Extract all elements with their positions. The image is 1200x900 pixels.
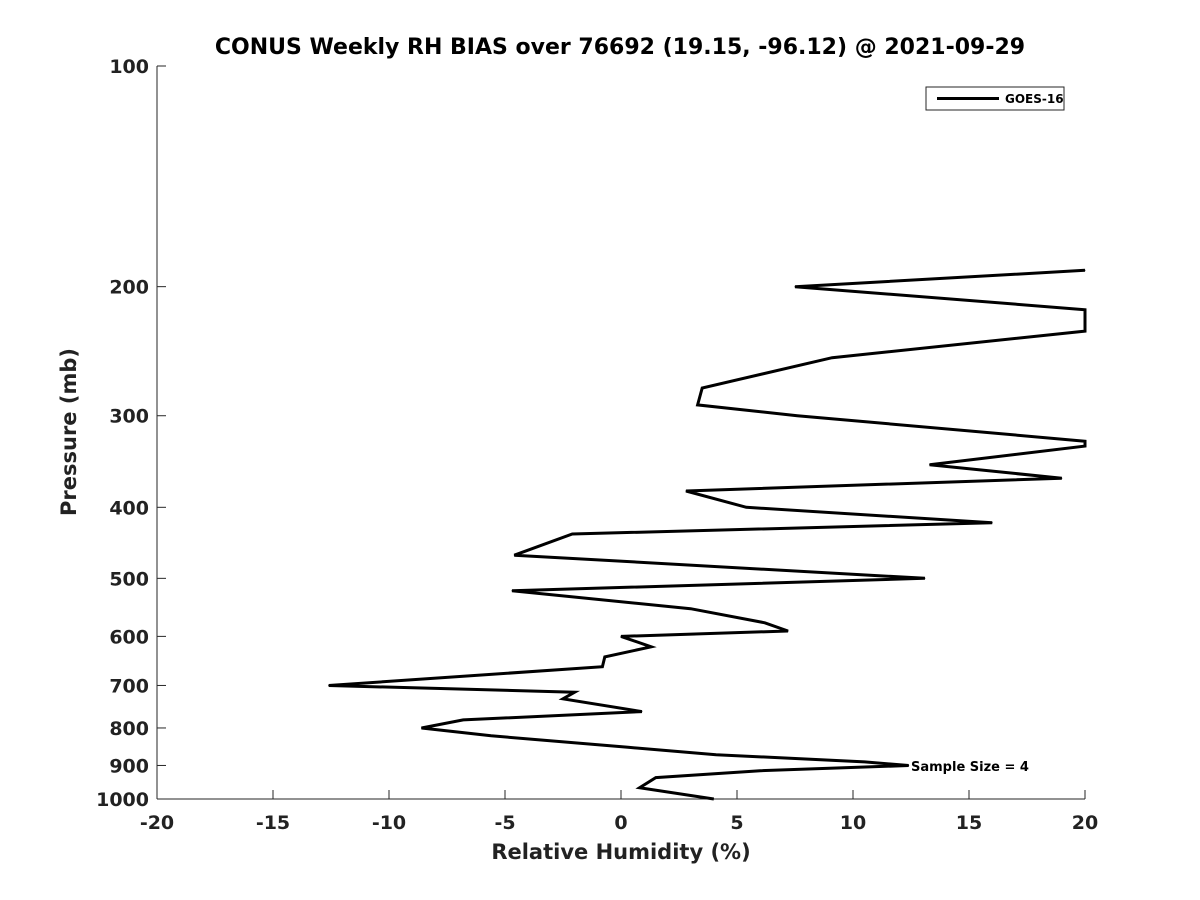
x-tick-label: 5 [730, 812, 743, 834]
data-point [639, 787, 641, 789]
y-tick-label: 500 [109, 568, 149, 590]
data-point [574, 691, 576, 693]
x-tick-label: 10 [840, 812, 866, 834]
data-point [794, 286, 796, 288]
y-tick-label: 800 [109, 718, 149, 740]
data-point [764, 622, 766, 624]
data-point [745, 506, 747, 508]
data-point [759, 770, 761, 772]
y-tick-label: 300 [109, 406, 149, 428]
data-point [864, 761, 866, 763]
data-point [1084, 445, 1086, 447]
data-point [562, 698, 564, 700]
data-point [1084, 330, 1086, 332]
x-tick-label: -10 [372, 812, 406, 834]
data-point [685, 490, 687, 492]
x-tick-label: 20 [1072, 812, 1098, 834]
data-point [604, 656, 606, 658]
data-point [924, 577, 926, 579]
data-point [627, 746, 629, 748]
plot-area [156, 66, 1085, 800]
chart-title: CONUS Weekly RH BIAS over 76692 (19.15, … [215, 35, 1025, 60]
data-point [650, 646, 652, 648]
x-axis-label: Relative Humidity (%) [491, 840, 750, 864]
data-point [1084, 269, 1086, 271]
data-point [1084, 309, 1086, 311]
y-tick-label: 700 [109, 675, 149, 697]
data-point [713, 798, 715, 800]
data-point [511, 590, 513, 592]
y-tick-label: 1000 [96, 789, 149, 811]
data-point [1084, 440, 1086, 442]
data-point [490, 735, 492, 737]
data-point [697, 404, 699, 406]
data-point [991, 522, 993, 524]
data-point [929, 464, 931, 466]
y-tick-label: 100 [109, 56, 149, 78]
legend-entry-goes16: GOES-16 [1005, 92, 1064, 106]
data-point [571, 533, 573, 535]
data-point [715, 754, 717, 756]
y-tick-label: 200 [109, 277, 149, 299]
legend: GOES-16 [925, 86, 1065, 111]
series-layer [328, 268, 1087, 801]
y-tick-label: 900 [109, 755, 149, 777]
data-point [421, 727, 422, 729]
x-tick-label: -20 [140, 812, 174, 834]
data-point [513, 554, 515, 556]
x-ticks: -20 -15 -10 -5 0 5 10 15 20 [140, 790, 1098, 834]
x-tick-label: -5 [494, 812, 515, 834]
y-tick-label: 600 [109, 626, 149, 648]
data-point [690, 608, 692, 610]
data-point [831, 357, 833, 359]
data-point [701, 387, 703, 389]
data-point [462, 719, 464, 721]
y-axis-label: Pressure (mb) [57, 348, 81, 516]
data-point [908, 765, 910, 766]
data-point [655, 777, 657, 779]
data-point [787, 630, 789, 632]
y-tick-label: 400 [109, 497, 149, 519]
y-ticks: 100 200 300 400 500 600 700 800 900 1000 [96, 56, 166, 811]
data-point [1061, 477, 1063, 479]
data-point [601, 666, 603, 668]
data-point [641, 711, 643, 713]
data-point [796, 415, 798, 417]
series-line-goes16 [328, 268, 1087, 801]
data-point [620, 635, 622, 637]
sample-size-annotation: Sample Size = 4 [911, 760, 1029, 775]
x-tick-label: -15 [256, 812, 290, 834]
x-tick-label: 15 [956, 812, 982, 834]
data-point [328, 685, 330, 686]
x-tick-label: 0 [614, 812, 627, 834]
